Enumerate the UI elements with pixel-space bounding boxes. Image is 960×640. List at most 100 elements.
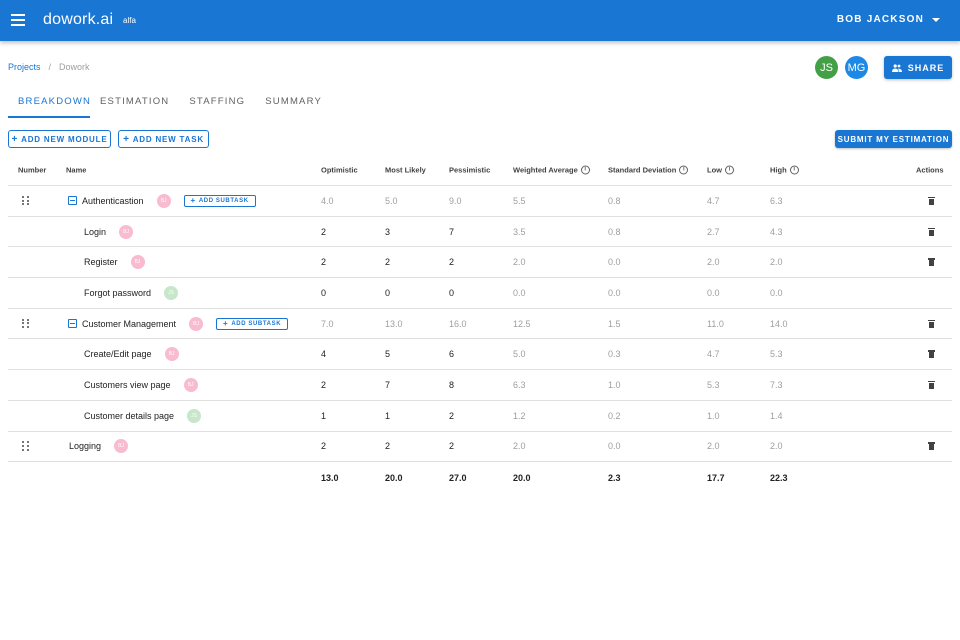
optimistic-value[interactable]: 4 — [321, 349, 327, 360]
collapse-icon[interactable] — [68, 196, 77, 206]
avatar[interactable]: JS — [187, 408, 202, 423]
optimistic-value[interactable]: 0 — [321, 287, 327, 298]
row-name[interactable]: Authenticastion — [82, 195, 144, 206]
pessimistic-value[interactable]: 2 — [449, 410, 455, 421]
row-name[interactable]: Customer details page — [84, 410, 175, 421]
most-likely-value[interactable]: 2 — [385, 441, 391, 452]
tab-estimation[interactable]: ESTIMATION — [100, 96, 170, 107]
total-low: 17.7 — [707, 472, 725, 483]
most-likely-value[interactable]: 1 — [385, 410, 391, 421]
avatar[interactable]: BJ — [164, 347, 179, 362]
row-name[interactable]: Forgot password — [84, 287, 152, 298]
weighted-average-value: 5.0 — [513, 349, 526, 360]
avatar[interactable]: BJ — [156, 193, 171, 208]
plus-icon: + — [11, 133, 19, 145]
hamburger-menu-icon[interactable] — [11, 14, 25, 26]
pessimistic-value[interactable]: 7 — [449, 226, 455, 237]
pessimistic-value[interactable]: 8 — [449, 379, 455, 390]
delete-icon[interactable] — [928, 350, 935, 359]
tab-breakdown[interactable]: BREAKDOWN — [8, 90, 90, 118]
optimistic-value[interactable]: 2 — [321, 379, 327, 390]
info-icon[interactable]: i — [789, 165, 799, 175]
pessimistic-value: 16.0 — [449, 318, 467, 329]
delete-icon[interactable] — [928, 380, 935, 389]
weighted-average-value: 3.5 — [513, 226, 526, 237]
info-icon[interactable]: i — [580, 165, 590, 175]
delete-icon[interactable] — [928, 227, 935, 236]
pessimistic-value[interactable]: 0 — [449, 287, 455, 298]
drag-handle-icon[interactable] — [22, 441, 30, 451]
low-value: 4.7 — [707, 349, 720, 360]
table-row: Create/Edit page BJ 4 5 6 5.0 0.3 4.7 5.… — [8, 339, 952, 371]
info-icon[interactable]: i — [679, 165, 689, 175]
most-likely-value[interactable]: 5 — [385, 349, 391, 360]
pessimistic-value[interactable]: 2 — [449, 257, 455, 268]
optimistic-value[interactable]: 2 — [321, 226, 327, 237]
drag-handle-icon[interactable] — [22, 195, 30, 206]
submit-estimation-button[interactable]: SUBMIT MY ESTIMATION — [835, 130, 952, 148]
delete-icon[interactable] — [928, 319, 935, 328]
avatar[interactable]: JS — [164, 285, 179, 300]
row-name[interactable]: Register — [84, 257, 118, 268]
avatar[interactable]: BJ — [183, 377, 198, 392]
most-likely-value[interactable]: 3 — [385, 226, 391, 237]
total-most-likely: 20.0 — [385, 472, 403, 483]
delete-icon[interactable] — [928, 442, 935, 451]
avatar[interactable]: BJ — [114, 439, 129, 454]
optimistic-value: 7.0 — [321, 318, 334, 329]
share-button[interactable]: SHARE — [884, 56, 952, 79]
standard-deviation-value: 0.0 — [608, 441, 621, 452]
collapse-icon[interactable] — [68, 319, 77, 329]
most-likely-value[interactable]: 0 — [385, 287, 391, 298]
delete-icon[interactable] — [928, 196, 935, 205]
add-subtask-button[interactable]: + ADD SUBTASK — [183, 194, 256, 207]
high-value: 6.3 — [770, 195, 783, 206]
high-value: 2.0 — [770, 441, 783, 452]
avatar[interactable]: BJ — [119, 224, 134, 239]
optimistic-value[interactable]: 2 — [321, 441, 327, 452]
standard-deviation-value: 0.2 — [608, 410, 621, 421]
avatar[interactable]: JS — [815, 56, 838, 79]
header-standard-deviation: Standard Deviation i — [608, 165, 689, 175]
caret-down-icon — [932, 17, 940, 22]
app-logo[interactable]: dowork.ai — [43, 11, 114, 28]
most-likely-value[interactable]: 2 — [385, 257, 391, 268]
breadcrumb-projects[interactable]: Projects — [8, 62, 41, 72]
optimistic-value[interactable]: 2 — [321, 257, 327, 268]
pessimistic-value[interactable]: 2 — [449, 441, 455, 452]
header-number: Number — [18, 165, 47, 175]
delete-icon[interactable] — [928, 258, 935, 267]
most-likely-value[interactable]: 7 — [385, 379, 391, 390]
tab-summary[interactable]: SUMMARY — [265, 96, 323, 107]
row-name[interactable]: Customers view page — [84, 379, 171, 390]
add-task-button[interactable]: + ADD NEW TASK — [118, 130, 209, 148]
row-name[interactable]: Login — [84, 226, 107, 237]
add-subtask-button[interactable]: + ADD SUBTASK — [216, 317, 289, 330]
total-standard-deviation: 2.3 — [608, 472, 621, 483]
optimistic-value[interactable]: 1 — [321, 410, 327, 421]
avatar[interactable]: BJ — [189, 316, 204, 331]
user-menu[interactable]: BOB JACKSON — [837, 14, 940, 25]
add-module-label: ADD NEW MODULE — [21, 134, 108, 144]
header-low: Low i — [707, 165, 734, 175]
table-row: Login BJ 2 3 7 3.5 0.8 2.7 4.3 — [8, 217, 952, 248]
info-icon[interactable]: i — [725, 165, 734, 175]
pessimistic-value[interactable]: 6 — [449, 349, 455, 360]
row-name[interactable]: Logging — [69, 441, 102, 452]
table-row: Customers view page BJ 2 7 8 6.3 1.0 5.3… — [8, 370, 952, 401]
table-row: Logging BJ 2 2 2 2.0 0.0 2.0 2.0 — [8, 432, 952, 463]
total-optimistic: 13.0 — [321, 472, 339, 483]
tab-staffing[interactable]: STAFFING — [189, 96, 246, 107]
header-low-label: Low — [707, 165, 722, 175]
avatar[interactable]: BJ — [130, 255, 145, 270]
avatar[interactable]: MG — [845, 56, 868, 79]
add-task-label: ADD NEW TASK — [132, 134, 204, 144]
header-name: Name — [66, 165, 87, 175]
row-name[interactable]: Customer Management — [82, 318, 177, 329]
header-actions: Actions — [916, 165, 944, 175]
row-name[interactable]: Create/Edit page — [84, 349, 152, 360]
total-pessimistic: 27.0 — [449, 472, 467, 483]
low-value: 2.0 — [707, 257, 720, 268]
drag-handle-icon[interactable] — [22, 318, 30, 329]
add-module-button[interactable]: + ADD NEW MODULE — [8, 130, 111, 148]
